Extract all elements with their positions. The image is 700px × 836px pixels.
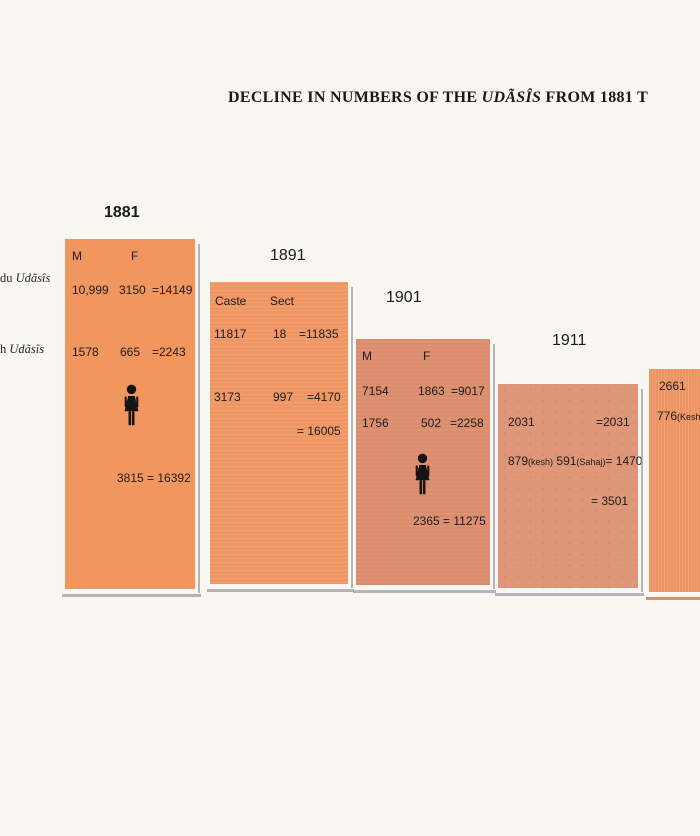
bar-1911-row2-sahaj-value: 591 xyxy=(556,454,577,468)
year-label-1901: 1901 xyxy=(386,289,422,306)
bar-1891-col-header-caste: Caste xyxy=(215,294,247,308)
bar-1901-row1-total: =9017 xyxy=(451,384,485,398)
year-label-1911: 1911 xyxy=(552,332,587,349)
bar-1881-row1-total: =14149 xyxy=(152,283,193,297)
bar-1891-row1-total: =11835 xyxy=(299,327,339,341)
bar-1881-row2-total: =2243 xyxy=(152,345,186,359)
bar-1901-row2-f: 502 xyxy=(421,416,442,430)
bar-1901: M F 7154 1863 =9017 1756 502 =2258 2365 … xyxy=(353,339,496,593)
bar-1881-row2-f: 665 xyxy=(120,345,141,359)
female-figure-icon xyxy=(415,453,430,495)
bar-1911-row2-total: = 1470 xyxy=(605,454,643,468)
bar-1911-row2-kesh-value: 879 xyxy=(508,454,529,468)
bar-1901-col-header-f: F xyxy=(423,349,431,363)
row-label-clipped-1: du Udãsîs xyxy=(0,271,50,286)
row-label-clipped-2: h Udãsîs xyxy=(0,342,44,357)
bar-1901-row1-f: 1863 xyxy=(418,384,445,398)
female-figure-icon xyxy=(124,384,139,426)
bar-clipped-row2-value: 776 xyxy=(657,409,678,423)
bar-1881-row1-m: 10,999 xyxy=(72,283,109,297)
bar-1911-row2-kesh-label: (kesh) xyxy=(528,457,554,467)
row-label-2-term: Udãsîs xyxy=(9,342,45,356)
year-label-1881: 1881 xyxy=(104,204,140,221)
bar-clipped-row2: 776(Kesh xyxy=(657,409,700,423)
bar-1891-grand-total: = 16005 xyxy=(297,424,341,438)
bar-1881-row2-m: 1578 xyxy=(72,345,99,359)
bar-1911-row2-sahaj-label: (Sahaj) xyxy=(576,457,606,467)
bar-1881-grand-total: 3815 = 16392 xyxy=(117,471,191,485)
bar-1891-row1-sect: 18 xyxy=(273,327,287,341)
row-label-1-term: Udãsîs xyxy=(15,271,51,285)
chart-title: DECLINE IN NUMBERS OF THE UDÃSÎS FROM 18… xyxy=(228,89,648,107)
bar-1891-col-header-sect: Sect xyxy=(270,294,295,308)
bar-1891-row2-total: =4170 xyxy=(307,390,341,404)
bar-1901-col-header-m: M xyxy=(362,349,372,363)
bar-1911-grand-total: = 3501 xyxy=(591,494,629,508)
bar-1901-grand-total: 2365 = 11275 xyxy=(413,514,486,528)
bar-clipped-right: 2661 776(Kesh xyxy=(646,369,700,600)
chart-title-emphasis: UDÃSÎS xyxy=(481,89,542,106)
bar-1891-row2-caste: 3173 xyxy=(214,390,241,404)
bar-1901-row2-total: =2258 xyxy=(450,416,484,430)
bar-1901-row2-m: 1756 xyxy=(362,416,389,430)
bar-1881-row1-f: 3150 xyxy=(119,283,146,297)
year-label-1891: 1891 xyxy=(270,247,306,264)
bar-1911-row1-total: =2031 xyxy=(596,415,630,429)
bar-1891: Caste Sect 11817 18 =11835 3173 997 =417… xyxy=(207,282,354,592)
bar-1911-row1-value: 2031 xyxy=(508,415,535,429)
bar-1891-row2-sect: 997 xyxy=(273,390,294,404)
row-label-2-fragment: h xyxy=(0,342,7,356)
row-label-1-fragment: du xyxy=(0,271,13,285)
bar-1891-row1-caste: 11817 xyxy=(214,327,247,341)
bar-clipped-row1-value: 2661 xyxy=(659,379,686,393)
bar-1881-col-header-m: M xyxy=(72,249,82,263)
chart-title-prefix: DECLINE IN NUMBERS OF THE xyxy=(228,89,482,106)
bar-clipped-row2-kesh-label: (Kesh xyxy=(677,412,700,422)
bar-1881-col-header-f: F xyxy=(131,249,139,263)
bar-1911-row2: 879(kesh) 591(Sahaj)= 1470 xyxy=(508,454,642,468)
bar-1881: M F 10,999 3150 =14149 1578 665 =2243 38… xyxy=(62,239,201,597)
bar-1901-row1-m: 7154 xyxy=(362,384,389,398)
bar-1911: 2031 =2031 879(kesh) 591(Sahaj)= 1470 = … xyxy=(495,384,644,596)
chart-title-suffix: FROM 1881 T xyxy=(541,89,649,106)
